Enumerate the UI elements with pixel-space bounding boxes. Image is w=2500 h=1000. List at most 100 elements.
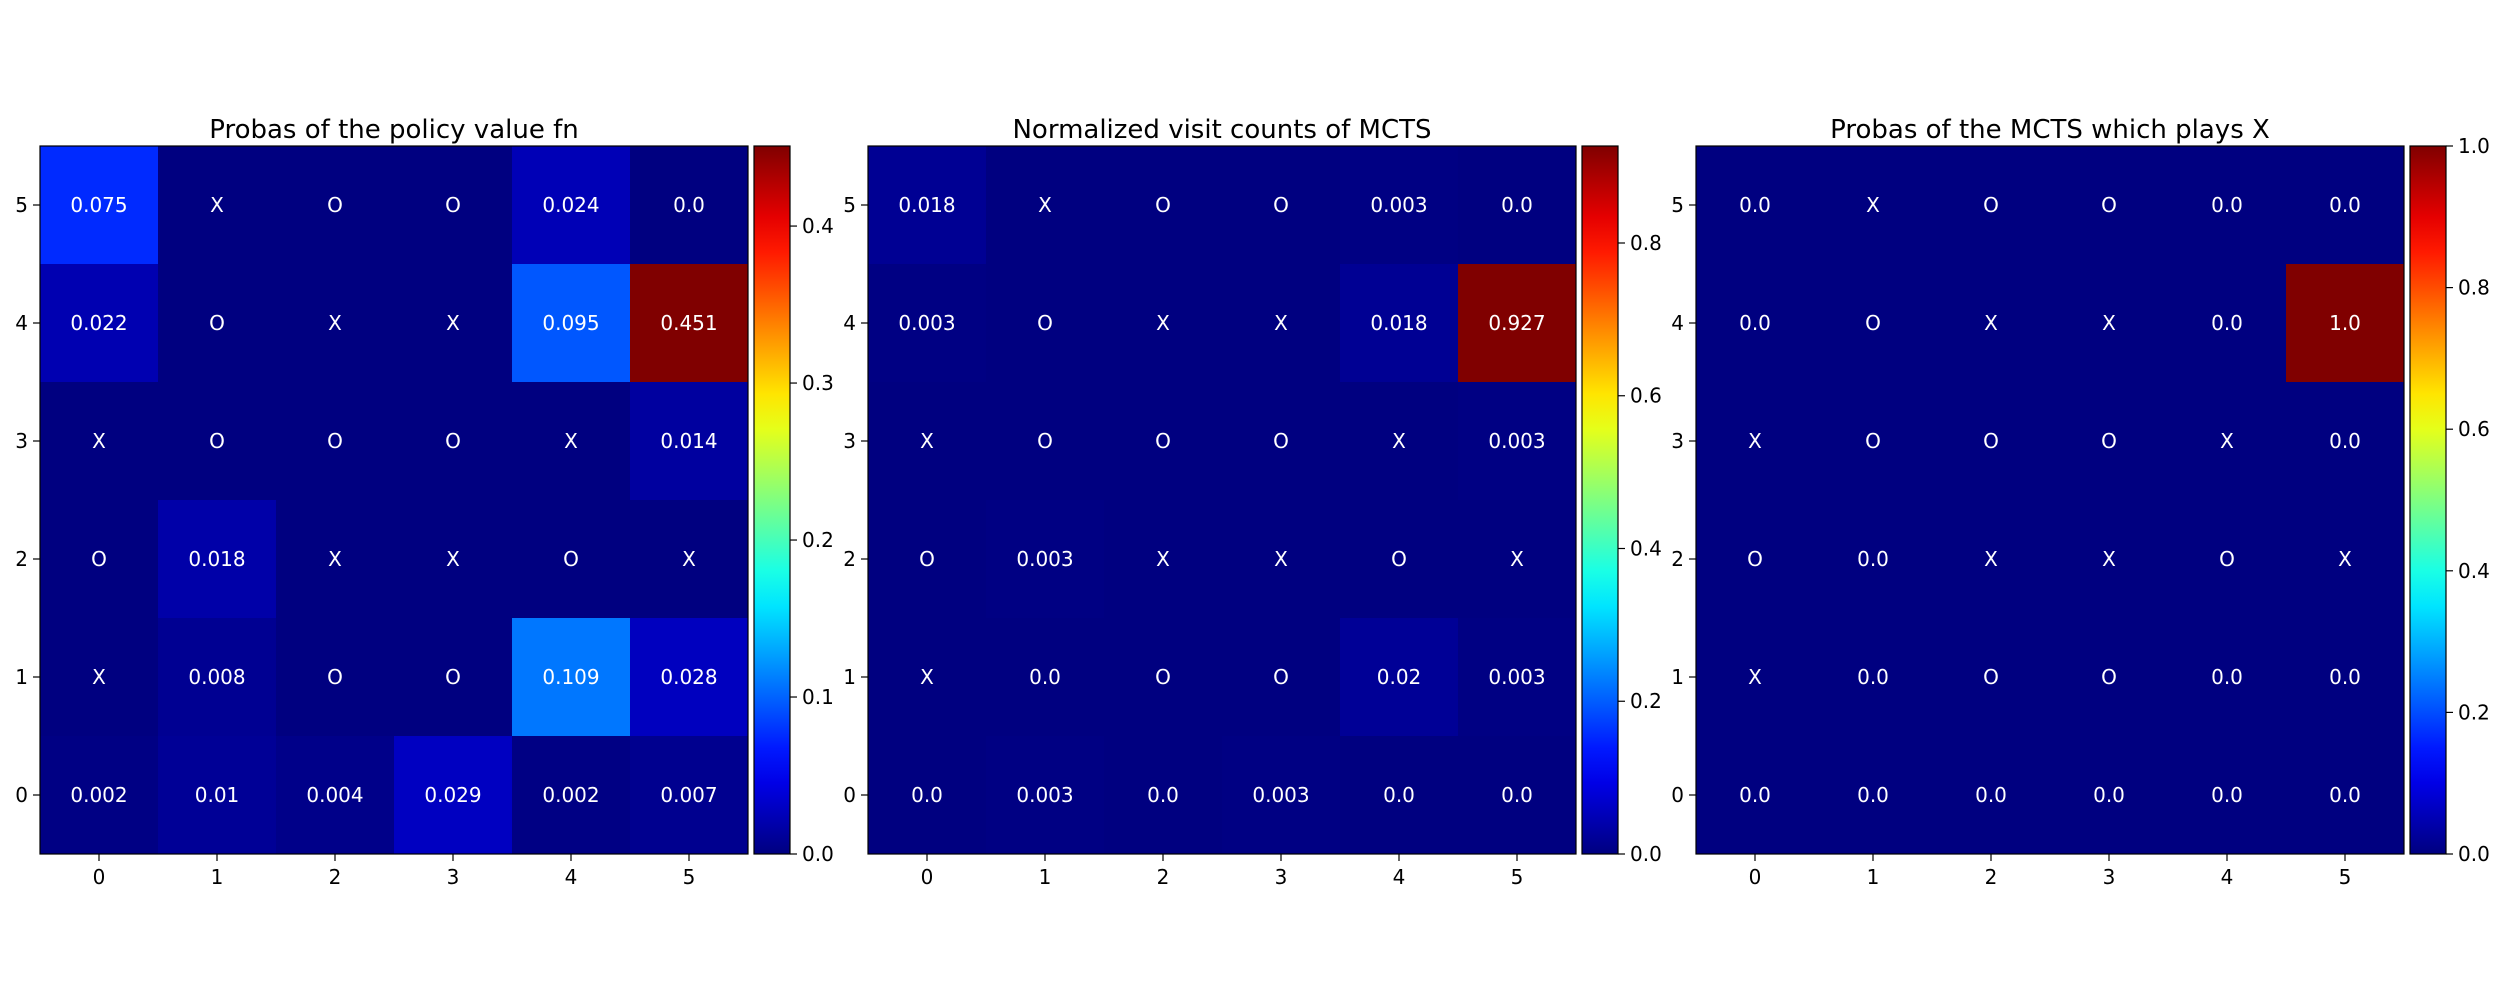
heatmap-cell: [868, 618, 986, 736]
heatmap-cell: [40, 146, 158, 264]
heatmap-cell: [2286, 618, 2404, 736]
heatmap-cell: [868, 382, 986, 500]
cell-label: 0.018: [188, 547, 245, 571]
cell-label: O: [1273, 665, 1289, 689]
heatmap-cell: [2050, 618, 2168, 736]
y-tick-label: 5: [15, 193, 28, 217]
cell-label: 0.003: [1488, 429, 1545, 453]
colorbar: [2409, 145, 2447, 855]
heatmap-cell: [512, 618, 630, 736]
cell-label: 0.018: [898, 193, 955, 217]
y-tick-label: 2: [15, 547, 28, 571]
heatmap-cell: [1222, 382, 1340, 500]
cell-label: O: [919, 547, 935, 571]
x-tick-label: 3: [2103, 865, 2116, 889]
y-tick-label: 3: [1671, 429, 1684, 453]
cell-label: O: [1273, 429, 1289, 453]
cell-label: 0.002: [542, 783, 599, 807]
cell-label: 0.0: [1975, 783, 2007, 807]
heatmap-cell: [1104, 146, 1222, 264]
heatmap-cell: [2286, 264, 2404, 382]
panel-title: Probas of the MCTS which plays X: [1830, 115, 2270, 145]
heatmap-cell: [1340, 264, 1458, 382]
cell-label: X: [210, 193, 224, 217]
cell-label: X: [1748, 429, 1762, 453]
colorbar-tick-label: 0.6: [2458, 417, 2490, 441]
heatmap-cell: [986, 500, 1104, 618]
cell-label: 0.0: [2329, 429, 2361, 453]
cell-label: X: [1038, 193, 1052, 217]
heatmap-cell: [1458, 500, 1576, 618]
x-tick-label: 5: [2339, 865, 2352, 889]
heatmap-cell: [2168, 736, 2286, 854]
x-tick-label: 4: [565, 865, 578, 889]
heatmap-cell: [1104, 500, 1222, 618]
heatmap-cell: [2050, 736, 2168, 854]
x-tick-label: 2: [1985, 865, 1998, 889]
panel-title: Probas of the policy value fn: [209, 115, 578, 145]
heatmap-cell: [630, 736, 748, 854]
cell-label: X: [2338, 547, 2352, 571]
heatmap-cell: [394, 618, 512, 736]
heatmap-cell: [1458, 736, 1576, 854]
cell-label: 0.014: [660, 429, 717, 453]
x-tick-label: 4: [2221, 865, 2234, 889]
cell-label: 0.0: [2211, 783, 2243, 807]
cell-label: 0.0: [2329, 665, 2361, 689]
cell-label: 0.003: [1252, 783, 1309, 807]
heatmap-cell: [1932, 382, 2050, 500]
cell-label: O: [1037, 311, 1053, 335]
heatmap-cell: [2050, 146, 2168, 264]
x-tick-label: 1: [1867, 865, 1880, 889]
cell-label: 0.0: [1501, 193, 1533, 217]
heatmap-cell: [1104, 264, 1222, 382]
cell-label: O: [1391, 547, 1407, 571]
cell-label: X: [328, 311, 342, 335]
heatmap-cell: [512, 146, 630, 264]
cell-label: O: [209, 429, 225, 453]
heatmap-cell: [158, 500, 276, 618]
colorbar-tick-label: 0.2: [1630, 689, 1662, 713]
y-tick-label: 4: [15, 311, 28, 335]
heatmap-cell: [1104, 618, 1222, 736]
cell-label: 0.0: [2093, 783, 2125, 807]
heatmap-cell: [1814, 500, 1932, 618]
cell-label: 0.075: [70, 193, 127, 217]
heatmap-cell: [1932, 736, 2050, 854]
colorbar-tick-label: 0.4: [1630, 536, 1662, 560]
cell-label: X: [1392, 429, 1406, 453]
heatmap-cell: [1340, 382, 1458, 500]
cell-label: X: [1748, 665, 1762, 689]
heatmap-cell: [868, 146, 986, 264]
y-tick-label: 1: [1671, 665, 1684, 689]
cell-label: 0.003: [1016, 783, 1073, 807]
cell-label: O: [1865, 429, 1881, 453]
heatmap-cell: [2168, 264, 2286, 382]
cell-label: 0.0: [673, 193, 705, 217]
heatmap-cell: [1222, 500, 1340, 618]
cell-label: X: [92, 429, 106, 453]
cell-label: 0.0: [2211, 311, 2243, 335]
heatmap-cell: [1340, 736, 1458, 854]
cell-label: 0.003: [1488, 665, 1545, 689]
heatmap-cell: [1340, 618, 1458, 736]
heatmap-cell: [40, 264, 158, 382]
cell-label: X: [2102, 547, 2116, 571]
cell-label: O: [2101, 429, 2117, 453]
cell-label: O: [563, 547, 579, 571]
heatmap-cell: [630, 382, 748, 500]
heatmap-cell: [276, 264, 394, 382]
cell-label: O: [2101, 193, 2117, 217]
heatmap-cell: [630, 264, 748, 382]
cell-label: 0.0: [2329, 193, 2361, 217]
colorbar-tick-label: 0.4: [802, 214, 834, 238]
colorbar-tick-label: 0.3: [802, 371, 834, 395]
heatmap-cell: [158, 618, 276, 736]
cell-label: 0.0: [2329, 783, 2361, 807]
cell-label: O: [2101, 665, 2117, 689]
y-tick-label: 0: [15, 783, 28, 807]
cell-label: 0.451: [660, 311, 717, 335]
cell-label: 0.0: [1739, 193, 1771, 217]
heatmap-cell: [868, 264, 986, 382]
